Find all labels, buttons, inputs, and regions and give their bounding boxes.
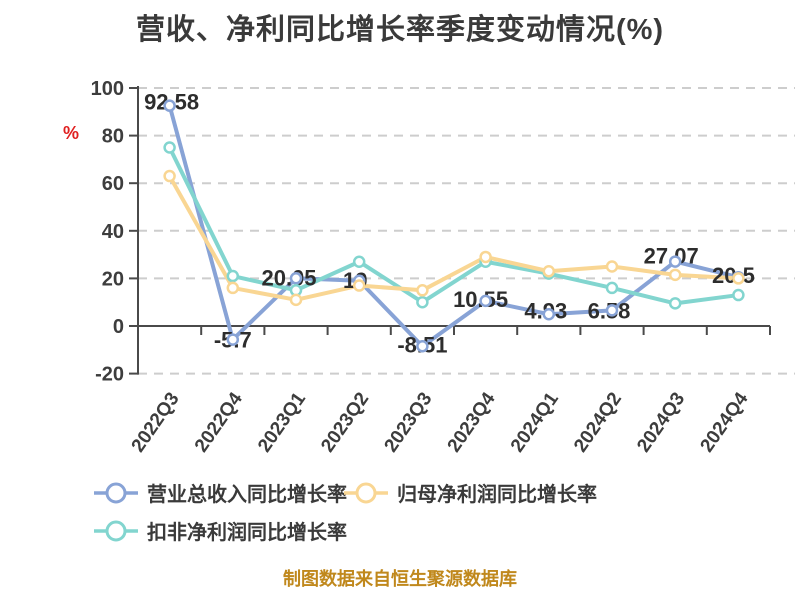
data-point-marker bbox=[542, 265, 556, 278]
legend-label-net-profit-growth: 归母净利润同比增长率 bbox=[397, 484, 597, 506]
data-point-marker bbox=[226, 281, 240, 295]
data-point-marker bbox=[163, 99, 176, 112]
y-tick-label: 40 bbox=[102, 221, 124, 243]
legend-marker-icon bbox=[94, 520, 138, 541]
legend-item-revenue-growth: 营业总收入同比增长率 bbox=[94, 478, 347, 507]
series-line-1 bbox=[167, 174, 741, 302]
x-tick-label: 2024Q1 bbox=[507, 388, 563, 456]
data-point-marker bbox=[416, 284, 429, 297]
y-axis-unit-label: % bbox=[63, 123, 79, 143]
legend-marker-icon bbox=[344, 482, 388, 503]
x-tick-label: 2022Q3 bbox=[128, 389, 184, 456]
legend-item-net-profit-growth: 归母净利润同比增长率 bbox=[344, 478, 597, 507]
line-chart-plot: 100 80 60 40 20 0 -20% 2022Q3 2022Q4 2023Q1 2023Q2… bbox=[63, 78, 795, 456]
series-line-0 bbox=[167, 103, 741, 349]
series-line-2 bbox=[167, 145, 741, 306]
legend-marker-icon bbox=[94, 482, 138, 503]
data-point-marker bbox=[289, 293, 303, 307]
data-point-marker bbox=[163, 169, 176, 183]
data-point-marker bbox=[542, 308, 556, 321]
data-point-marker bbox=[668, 268, 682, 282]
data-point-marker bbox=[605, 304, 619, 317]
data-point-label: 20.05 bbox=[261, 265, 316, 290]
x-tick-label: 2023Q4 bbox=[444, 388, 500, 456]
data-point-marker bbox=[732, 288, 745, 302]
y-tick-label: 80 bbox=[102, 126, 124, 148]
x-tick-label: 2022Q4 bbox=[191, 388, 247, 456]
legend-item-non-gaap-growth: 扣非净利润同比增长率 bbox=[94, 516, 347, 545]
y-tick-label: -20 bbox=[95, 364, 124, 386]
x-tick-label: 2024Q4 bbox=[697, 388, 753, 456]
data-point-marker bbox=[163, 141, 176, 154]
data-point-marker bbox=[226, 333, 240, 346]
data-point-marker bbox=[668, 255, 682, 268]
y-tick-label: 0 bbox=[113, 316, 124, 338]
y-tick-label: 20 bbox=[102, 268, 124, 290]
y-tick-label: 60 bbox=[102, 173, 124, 195]
data-point-marker bbox=[479, 294, 492, 308]
x-tick-label: 2023Q1 bbox=[254, 388, 310, 456]
legend-label-revenue-growth: 营业总收入同比增长率 bbox=[147, 484, 347, 506]
y-tick-label: 100 bbox=[91, 78, 124, 100]
data-point-marker bbox=[732, 272, 745, 285]
data-point-marker bbox=[352, 255, 366, 268]
data-point-marker bbox=[479, 250, 492, 264]
data-point-marker bbox=[226, 269, 240, 283]
data-point-marker bbox=[416, 295, 429, 309]
data-point-marker bbox=[289, 272, 303, 285]
x-tick-label: 2024Q3 bbox=[633, 389, 689, 456]
x-tick-label: 2023Q2 bbox=[317, 389, 373, 456]
data-point-marker bbox=[352, 279, 366, 292]
data-point-marker bbox=[605, 260, 619, 273]
data-point-marker bbox=[416, 340, 429, 353]
data-source-note: 制图数据来自恒生聚源数据库 bbox=[283, 569, 517, 589]
x-tick-label: 2023Q3 bbox=[381, 389, 437, 456]
data-point-marker bbox=[605, 281, 619, 295]
legend-label-non-gaap-growth: 扣非净利润同比增长率 bbox=[147, 522, 347, 544]
data-point-marker bbox=[668, 297, 682, 310]
x-tick-label: 2024Q2 bbox=[570, 389, 626, 456]
chart-title: 营收、净利同比增长率季度变动情况(%) bbox=[135, 14, 665, 46]
